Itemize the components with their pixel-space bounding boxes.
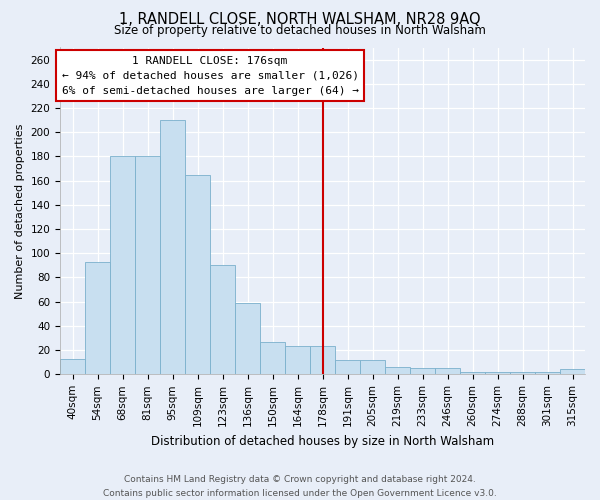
- Bar: [135, 156, 160, 374]
- Text: Size of property relative to detached houses in North Walsham: Size of property relative to detached ho…: [114, 24, 486, 37]
- Bar: [485, 372, 510, 374]
- X-axis label: Distribution of detached houses by size in North Walsham: Distribution of detached houses by size …: [151, 434, 494, 448]
- Bar: [260, 342, 285, 374]
- Bar: [535, 372, 560, 374]
- Bar: [335, 360, 360, 374]
- Bar: [235, 303, 260, 374]
- Bar: [285, 346, 310, 374]
- Bar: [560, 370, 585, 374]
- Bar: [460, 372, 485, 374]
- Bar: [160, 120, 185, 374]
- Bar: [435, 368, 460, 374]
- Bar: [185, 174, 210, 374]
- Bar: [85, 262, 110, 374]
- Text: Contains HM Land Registry data © Crown copyright and database right 2024.
Contai: Contains HM Land Registry data © Crown c…: [103, 476, 497, 498]
- Bar: [410, 368, 435, 374]
- Bar: [60, 358, 85, 374]
- Bar: [360, 360, 385, 374]
- Bar: [310, 346, 335, 374]
- Bar: [385, 367, 410, 374]
- Bar: [210, 266, 235, 374]
- Text: 1, RANDELL CLOSE, NORTH WALSHAM, NR28 9AQ: 1, RANDELL CLOSE, NORTH WALSHAM, NR28 9A…: [119, 12, 481, 28]
- Bar: [510, 372, 535, 374]
- Text: 1 RANDELL CLOSE: 176sqm
← 94% of detached houses are smaller (1,026)
6% of semi-: 1 RANDELL CLOSE: 176sqm ← 94% of detache…: [62, 56, 359, 96]
- Bar: [110, 156, 135, 374]
- Y-axis label: Number of detached properties: Number of detached properties: [15, 123, 25, 298]
